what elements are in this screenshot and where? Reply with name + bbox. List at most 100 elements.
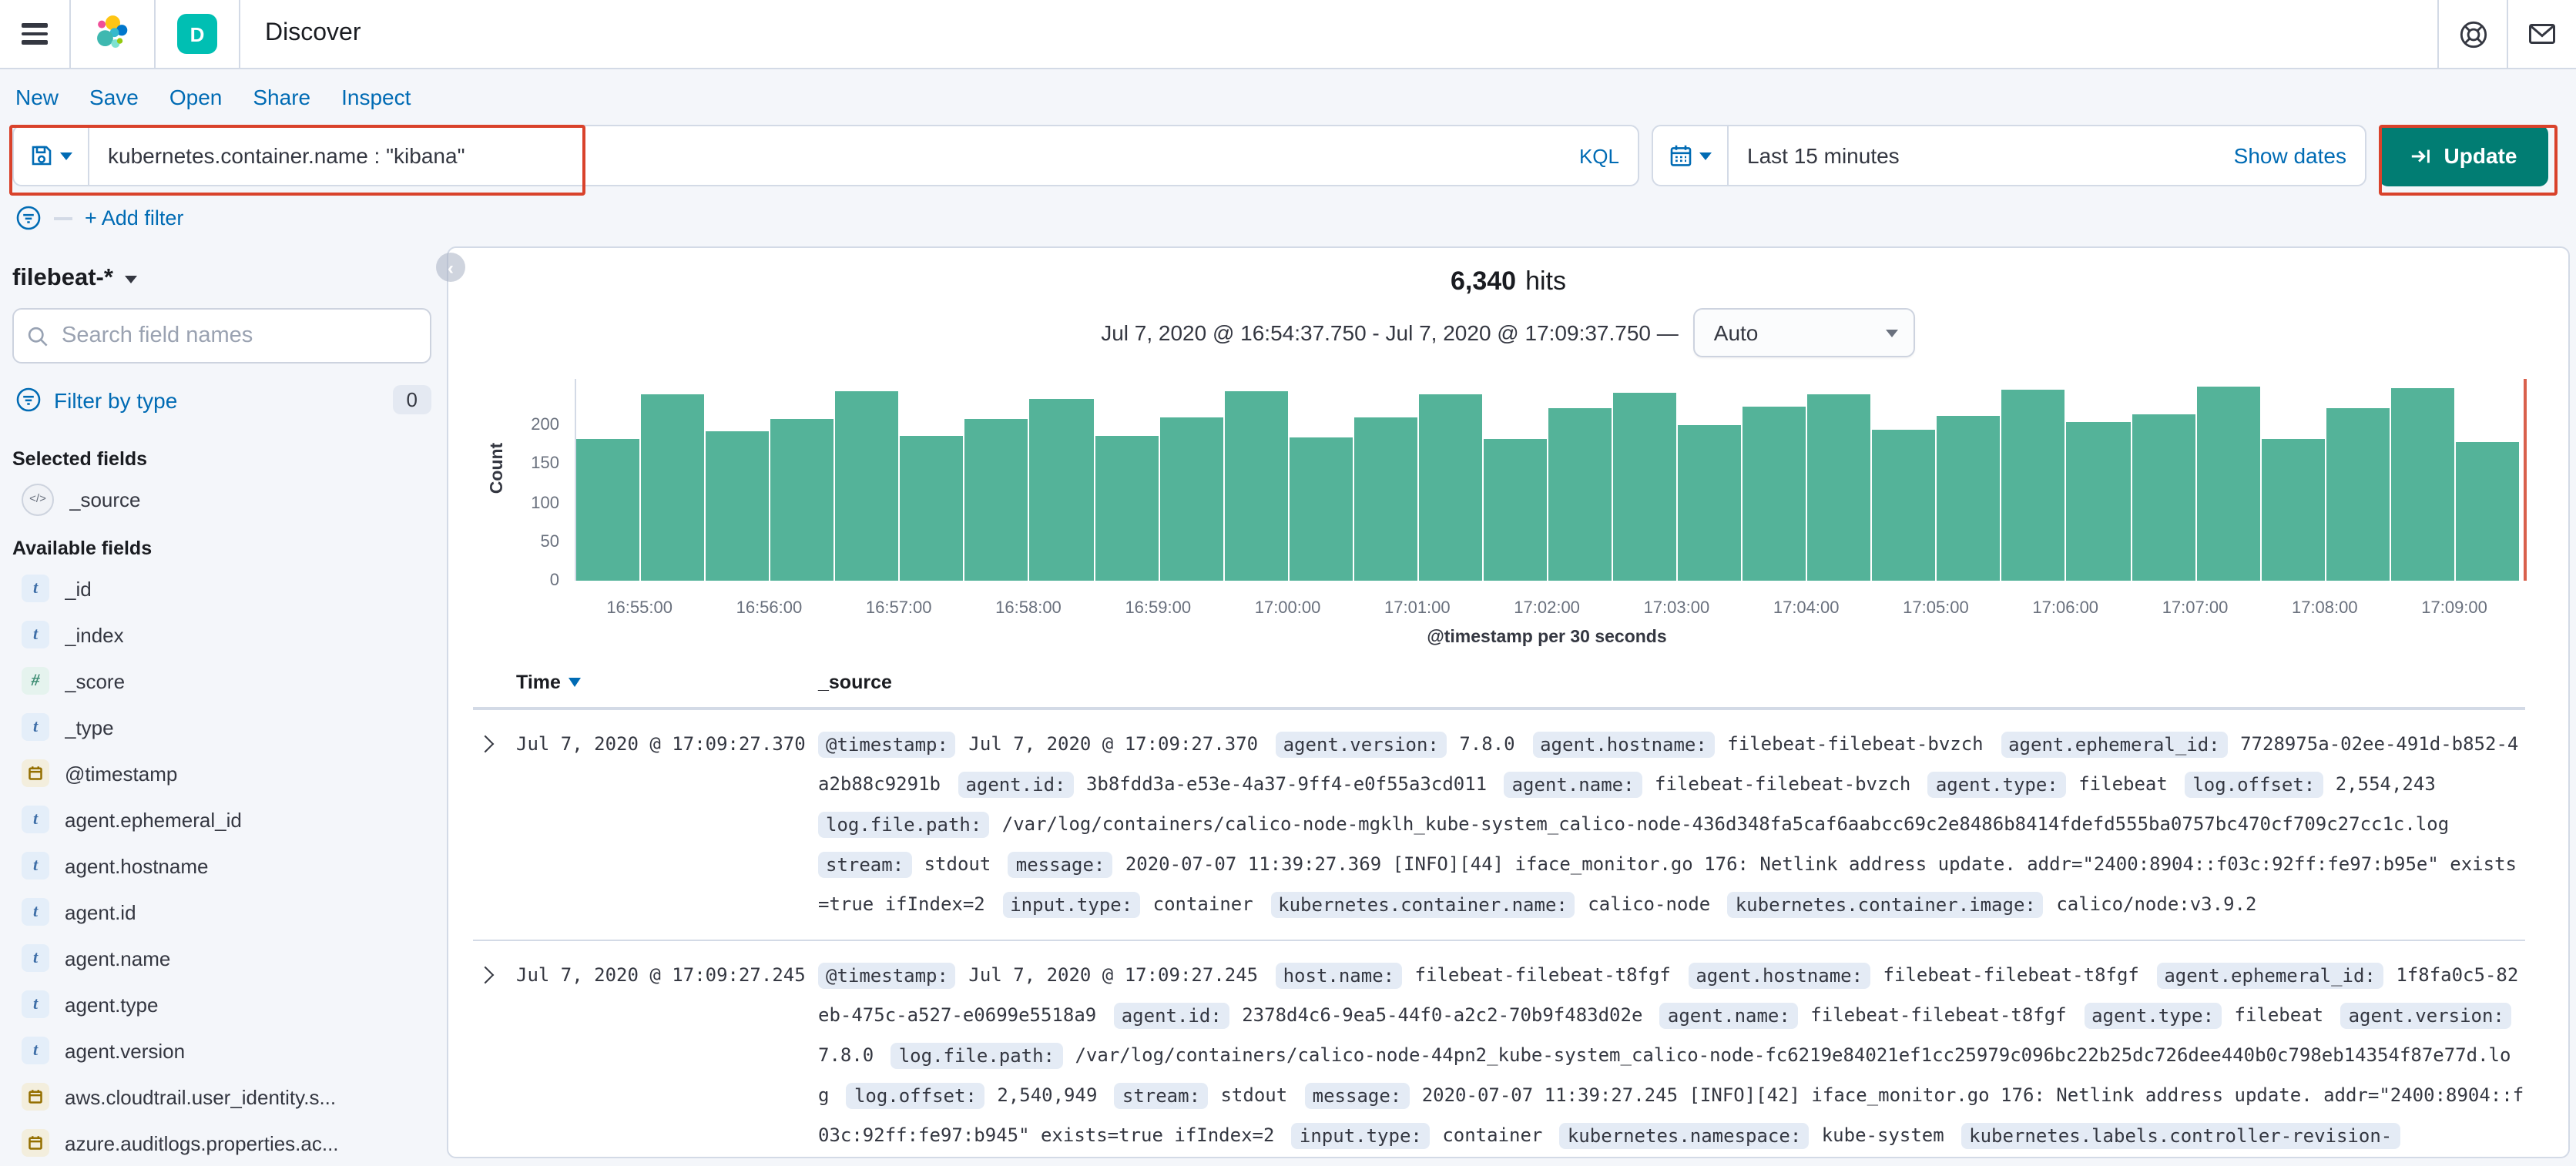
chevron-down-icon: [60, 152, 72, 159]
field-badge: agent.hostname:: [1688, 962, 1871, 988]
histogram-bar[interactable]: [1807, 394, 1871, 581]
app-switcher-badge[interactable]: D: [156, 0, 240, 68]
sort-desc-icon: [568, 678, 581, 687]
field-item[interactable]: t _index: [12, 611, 447, 658]
histogram-bar[interactable]: [2326, 407, 2390, 581]
histogram-bar[interactable]: [1613, 392, 1677, 581]
field-item[interactable]: t agent.version: [12, 1027, 447, 1074]
source-field: stream: stdout: [1114, 1082, 1287, 1108]
histogram-bar[interactable]: [2001, 389, 2065, 581]
expand-row-button[interactable]: [476, 735, 495, 753]
filter-icon[interactable]: [15, 205, 42, 231]
filter-icon: [16, 387, 41, 412]
histogram-bar[interactable]: [1678, 425, 1742, 581]
histogram-bar[interactable]: [2066, 421, 2130, 581]
histogram-bar[interactable]: [641, 394, 705, 581]
documents-table: Time _source Jul 7, 2020 @ 17:09:27.370 @…: [473, 656, 2525, 1157]
histogram-bar[interactable]: [1742, 406, 1806, 581]
histogram-bar[interactable]: [1095, 436, 1159, 581]
nav-link-save[interactable]: Save: [89, 85, 139, 109]
collapse-sidebar-button[interactable]: ‹: [436, 253, 465, 282]
source-field: agent.id: 2378d4c6-9ea5-44f0-a2c2-70b9f4…: [1113, 1002, 1642, 1028]
histogram-bar[interactable]: [1224, 390, 1288, 581]
update-button[interactable]: Update: [2379, 125, 2548, 186]
histogram-bar[interactable]: [576, 438, 640, 581]
nav-link-share[interactable]: Share: [253, 85, 311, 109]
menu-button[interactable]: [0, 0, 71, 68]
histogram-bar[interactable]: [1029, 398, 1093, 581]
histogram-bar[interactable]: [835, 390, 899, 581]
field-item[interactable]: t agent.type: [12, 981, 447, 1027]
field-search-input[interactable]: [59, 322, 418, 350]
query-input[interactable]: [89, 143, 1561, 168]
histogram-bar[interactable]: [1289, 437, 1353, 581]
histogram-bar[interactable]: [1548, 408, 1612, 581]
field-badge: agent.ephemeral_id:: [2156, 962, 2383, 988]
field-item[interactable]: t agent.name: [12, 935, 447, 981]
histogram-bar[interactable]: [1159, 417, 1223, 581]
interval-select[interactable]: Auto: [1693, 308, 1916, 357]
table-body: Jul 7, 2020 @ 17:09:27.370 @timestamp: Ju…: [473, 710, 2525, 1157]
x-axis-tick: 17:09:00: [2421, 599, 2487, 618]
filter-by-type-button[interactable]: Filter by type: [54, 387, 178, 412]
field-item[interactable]: azure.auditlogs.properties.ac...: [12, 1120, 447, 1166]
histogram-bar[interactable]: [964, 419, 1028, 581]
field-badge: kubernetes.namespace:: [1559, 1122, 1810, 1148]
histogram-bar[interactable]: [1872, 429, 1936, 581]
field-item[interactable]: t _id: [12, 565, 447, 611]
elastic-logo[interactable]: [71, 0, 156, 68]
histogram-bar[interactable]: [2390, 388, 2454, 581]
field-item[interactable]: # _score: [12, 658, 447, 704]
histogram-plot[interactable]: [575, 379, 2527, 581]
histogram-bar[interactable]: [1483, 438, 1547, 581]
index-pattern-selector[interactable]: filebeat-*: [12, 262, 447, 308]
saved-query-menu-button[interactable]: [14, 126, 89, 185]
quick-select-menu-button[interactable]: [1653, 126, 1729, 185]
x-axis-tick: 17:03:00: [1643, 599, 1710, 618]
histogram-bar[interactable]: [1418, 394, 1482, 581]
histogram-bar[interactable]: [2196, 387, 2260, 581]
field-name: agent.id: [65, 900, 136, 923]
x-axis-tick: 17:01:00: [1384, 599, 1451, 618]
x-axis-tick: 16:55:00: [606, 599, 673, 618]
field-badge: agent.type:: [2084, 1002, 2222, 1028]
histogram-bar[interactable]: [2455, 442, 2519, 581]
add-filter-button[interactable]: + Add filter: [85, 206, 184, 230]
source-field: stream: stdout: [818, 851, 991, 877]
field-item[interactable]: @timestamp: [12, 750, 447, 796]
field-value: Jul 7, 2020 @ 17:09:27.370: [957, 733, 1259, 755]
nav-link-inspect[interactable]: Inspect: [341, 85, 411, 109]
x-axis-tick: 17:07:00: [2162, 599, 2229, 618]
histogram-bar[interactable]: [900, 435, 964, 581]
field-item[interactable]: aws.cloudtrail.user_identity.s...: [12, 1074, 447, 1120]
range-row: Jul 7, 2020 @ 16:54:37.750 - Jul 7, 2020…: [448, 308, 2568, 357]
field-badge: @timestamp:: [818, 962, 956, 988]
field-name: azure.auditlogs.properties.ac...: [65, 1131, 339, 1154]
field-item[interactable]: t agent.hostname: [12, 843, 447, 889]
chevron-down-icon: [1699, 152, 1712, 159]
column-header-time[interactable]: Time: [516, 672, 818, 693]
histogram-bar[interactable]: [1937, 416, 2001, 581]
query-bar: KQL: [12, 125, 1639, 186]
histogram-bar[interactable]: [2132, 414, 2195, 581]
show-dates-button[interactable]: Show dates: [2233, 143, 2346, 168]
field-item[interactable]: t agent.ephemeral_id: [12, 796, 447, 843]
time-range-button[interactable]: Last 15 minutes: [1747, 143, 1900, 168]
field-badge: agent.name:: [1659, 1002, 1798, 1028]
date-field-icon: [22, 1129, 49, 1157]
newsfeed-button[interactable]: [2507, 0, 2576, 68]
field-item[interactable]: </> _source: [12, 476, 447, 522]
y-axis-tick: 0: [549, 571, 559, 590]
field-item[interactable]: t _type: [12, 704, 447, 750]
histogram-bar[interactable]: [770, 419, 834, 581]
expand-row-button[interactable]: [476, 966, 495, 984]
histogram-bar[interactable]: [1353, 417, 1417, 581]
nav-link-open[interactable]: Open: [169, 85, 223, 109]
query-language-button[interactable]: KQL: [1578, 144, 1619, 167]
help-button[interactable]: [2437, 0, 2507, 68]
histogram-bar[interactable]: [2261, 438, 2325, 581]
field-name: agent.type: [65, 993, 159, 1016]
field-item[interactable]: t agent.id: [12, 889, 447, 935]
nav-link-new[interactable]: New: [15, 85, 59, 109]
histogram-bar[interactable]: [706, 431, 770, 581]
